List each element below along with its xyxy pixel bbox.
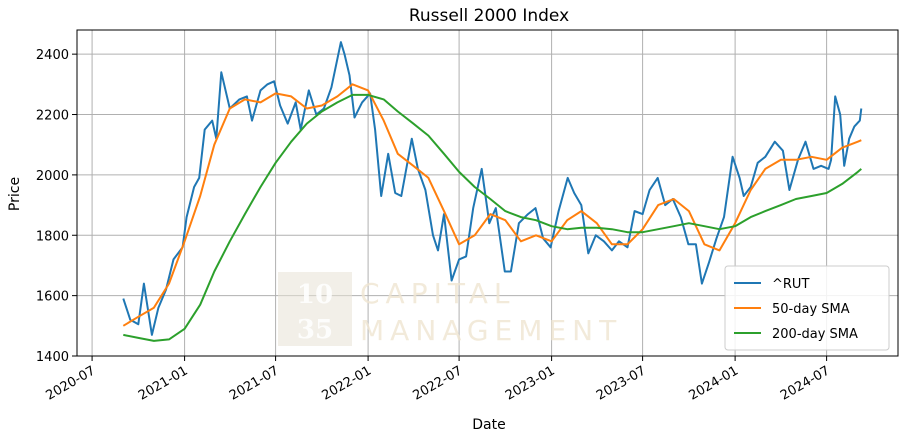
axis-layer: 2020-07 2021-01 2021-07 2022-01 2022-07 2023-… [36,48,833,403]
x-axis-label: Date [472,417,505,433]
x-tick-label: 2023-01 [503,363,558,403]
watermark-line2: MANAGEMENT [360,314,622,347]
legend: ^RUT 50-day SMA 200-day SMA [724,265,890,351]
watermark-logo-top: 10 [297,280,333,310]
x-tick-label: 2022-07 [411,363,466,403]
x-tick-label: 2021-07 [227,363,282,403]
x-tick-label: 2024-01 [687,363,742,403]
series-line-200-day-sma [123,93,862,342]
y-tick-label: 1400 [36,350,69,365]
plot-frame [76,29,899,357]
chart-title: Russell 2000 Index [409,6,569,26]
watermark: 10 35 CAPITAL MANAGEMENT [278,272,622,347]
y-tick-label: 1800 [36,229,69,244]
y-tick-label: 1600 [36,290,69,305]
x-tick-label: 2023-07 [594,363,649,403]
legend-label: 200-day SMA [772,327,858,342]
x-tick-label: 2022-01 [320,363,375,403]
watermark-logo-box [278,272,352,346]
watermark-logo-bottom: 35 [297,315,333,345]
legend-box [724,265,890,351]
series-line-50-day-sma [122,83,862,327]
y-axis-label: Price [7,177,23,211]
legend-label: ^RUT [772,277,809,292]
legend-label: 50-day SMA [772,302,850,317]
watermark-line1: CAPITAL [360,277,516,310]
y-tick-label: 2400 [36,48,69,63]
y-tick-label: 2200 [36,109,69,124]
x-tick-label: 2020-07 [44,363,99,403]
series-line-rut [122,41,863,336]
x-tick-label: 2021-01 [136,363,191,403]
y-tick-label: 2000 [36,169,69,184]
x-tick-label: 2024-07 [778,363,833,403]
series-layer [122,41,863,342]
